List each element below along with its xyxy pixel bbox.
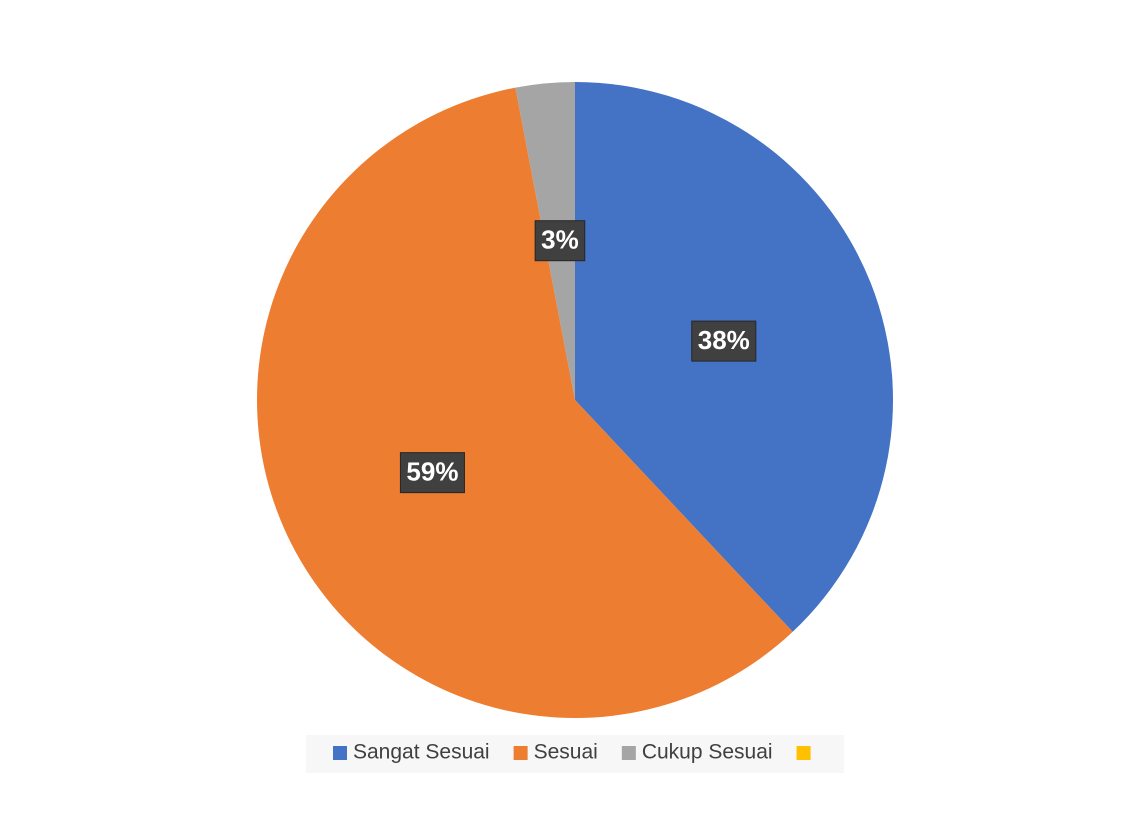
data-label-box [691,320,757,362]
data-label-group: 3% [534,220,586,262]
data-label: 59% [406,457,458,487]
data-label: 38% [698,325,750,355]
legend-label: Cukup Sesuai [642,741,773,764]
legend-swatch [333,746,347,760]
legend-label: Sangat Sesuai [353,741,490,764]
pie-slice [256,87,793,719]
legend-swatch [513,746,528,760]
legend-label: Sesuai [534,741,598,764]
data-label: 3% [541,225,579,255]
legend-swatch [796,746,811,760]
data-label-group: 59% [399,452,465,494]
legend-swatch [621,746,636,760]
data-label-group: 38% [691,320,757,362]
data-label-box [534,220,586,262]
legend-box [306,735,844,773]
data-label-box [399,452,465,494]
